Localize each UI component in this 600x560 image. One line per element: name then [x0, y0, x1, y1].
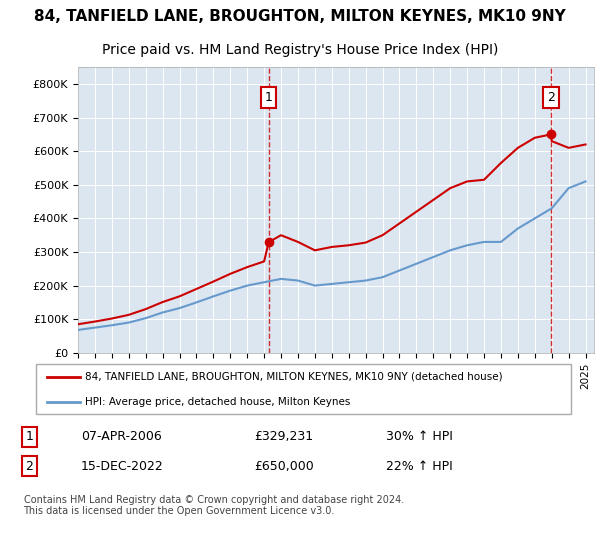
Text: 84, TANFIELD LANE, BROUGHTON, MILTON KEYNES, MK10 9NY: 84, TANFIELD LANE, BROUGHTON, MILTON KEY…: [34, 10, 566, 24]
FancyBboxPatch shape: [35, 364, 571, 414]
Text: 15-DEC-2022: 15-DEC-2022: [81, 460, 164, 473]
Text: £650,000: £650,000: [254, 460, 314, 473]
Text: 30% ↑ HPI: 30% ↑ HPI: [386, 430, 453, 444]
Text: £329,231: £329,231: [254, 430, 313, 444]
Text: 84, TANFIELD LANE, BROUGHTON, MILTON KEYNES, MK10 9NY (detached house): 84, TANFIELD LANE, BROUGHTON, MILTON KEY…: [85, 372, 503, 382]
Text: 22% ↑ HPI: 22% ↑ HPI: [386, 460, 453, 473]
Text: HPI: Average price, detached house, Milton Keynes: HPI: Average price, detached house, Milt…: [85, 396, 350, 407]
Text: Price paid vs. HM Land Registry's House Price Index (HPI): Price paid vs. HM Land Registry's House …: [102, 44, 498, 58]
Text: 2: 2: [547, 91, 555, 104]
Text: 1: 1: [25, 430, 33, 444]
Text: 07-APR-2006: 07-APR-2006: [81, 430, 162, 444]
Text: 2: 2: [25, 460, 33, 473]
Text: Contains HM Land Registry data © Crown copyright and database right 2024.
This d: Contains HM Land Registry data © Crown c…: [23, 494, 404, 516]
Text: 1: 1: [265, 91, 272, 104]
